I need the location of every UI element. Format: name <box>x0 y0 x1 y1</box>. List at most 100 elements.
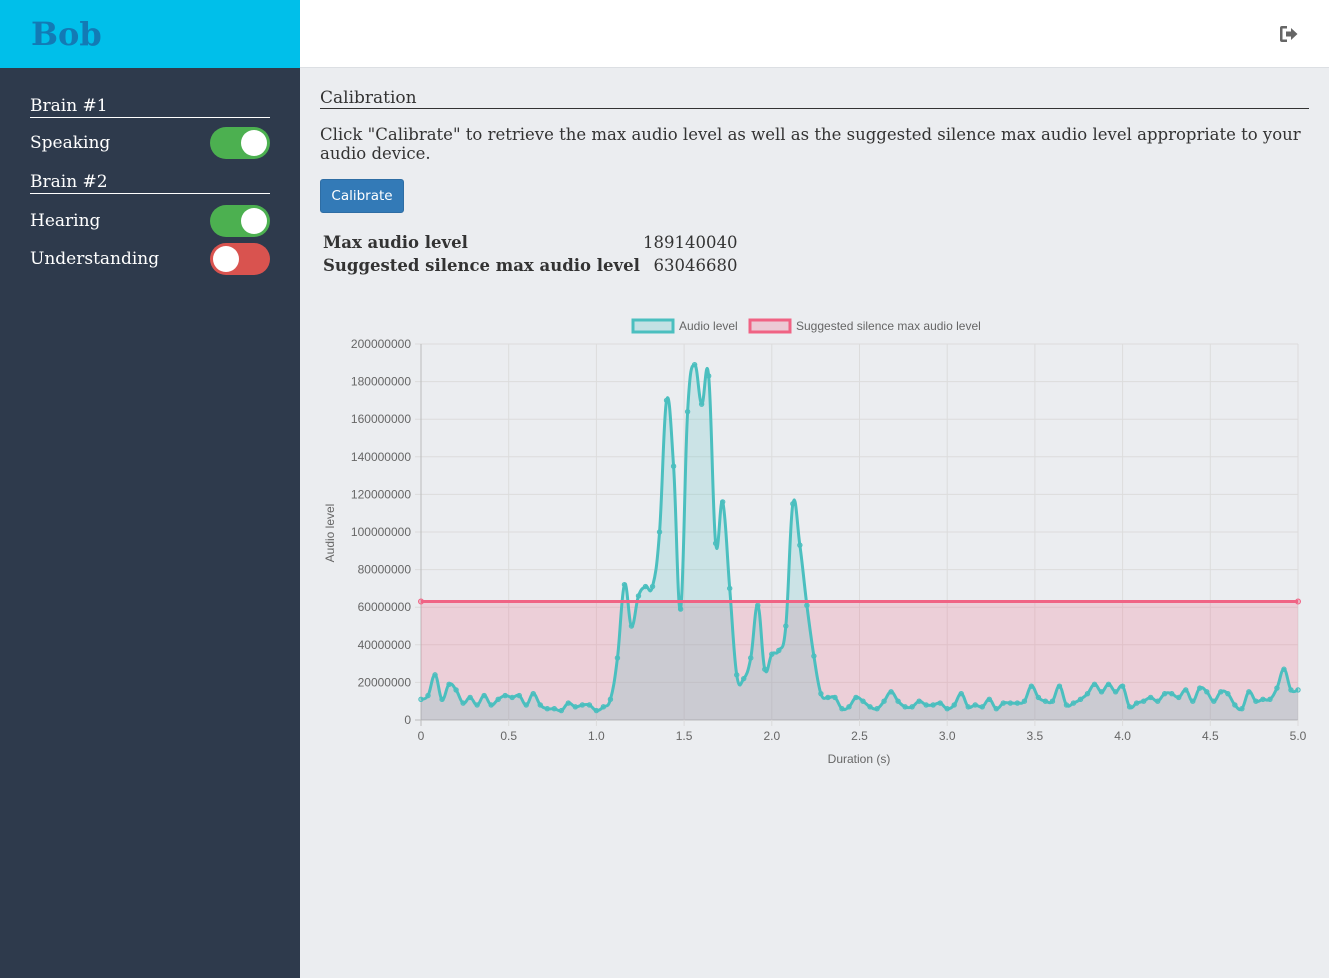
audio-point[interactable] <box>607 696 614 703</box>
audio-point[interactable] <box>1161 690 1168 697</box>
audio-point[interactable] <box>797 542 803 548</box>
audio-point[interactable] <box>1176 694 1182 701</box>
audio-point[interactable] <box>1253 698 1259 704</box>
understanding-toggle[interactable] <box>210 243 270 275</box>
audio-point[interactable] <box>1204 689 1210 695</box>
audio-point[interactable] <box>1288 687 1294 693</box>
audio-point[interactable] <box>1049 698 1056 704</box>
audio-point[interactable] <box>1126 704 1133 710</box>
audio-point[interactable] <box>1169 690 1175 697</box>
audio-point[interactable] <box>783 623 789 629</box>
audio-point[interactable] <box>1098 689 1105 695</box>
audio-point[interactable] <box>719 499 726 505</box>
audio-point[interactable] <box>741 675 747 682</box>
audio-point[interactable] <box>867 704 873 710</box>
audio-point[interactable] <box>537 702 543 708</box>
audio-point[interactable] <box>1183 687 1189 693</box>
audio-point[interactable] <box>572 704 579 710</box>
audio-point[interactable] <box>1091 681 1098 687</box>
legend-swatch-silence[interactable] <box>748 318 792 334</box>
audio-point[interactable] <box>1281 666 1287 672</box>
audio-point[interactable] <box>509 694 515 701</box>
audio-point[interactable] <box>1014 700 1021 706</box>
audio-point[interactable] <box>951 702 957 708</box>
audio-point[interactable] <box>502 692 508 699</box>
audio-point[interactable] <box>1218 689 1224 695</box>
hearing-toggle[interactable] <box>210 205 270 237</box>
audio-point[interactable] <box>1112 689 1119 695</box>
audio-point[interactable] <box>832 694 838 701</box>
audio-point[interactable] <box>1147 694 1154 701</box>
audio-point[interactable] <box>972 702 978 708</box>
audio-point[interactable] <box>1211 698 1217 704</box>
audio-point[interactable] <box>811 653 817 659</box>
audio-point[interactable] <box>418 696 424 703</box>
audio-point[interactable] <box>853 694 859 701</box>
calibrate-button[interactable]: Calibrate <box>320 179 404 213</box>
audio-point[interactable] <box>488 702 494 708</box>
audio-point[interactable] <box>776 647 782 654</box>
audio-point[interactable] <box>635 593 642 599</box>
speaking-toggle[interactable] <box>210 127 270 159</box>
audio-point[interactable] <box>909 704 915 710</box>
sign-out-icon[interactable] <box>1279 25 1299 43</box>
audio-point[interactable] <box>1119 683 1126 689</box>
audio-point[interactable] <box>530 690 536 697</box>
audio-point[interactable] <box>860 698 866 704</box>
legend-swatch-audio[interactable] <box>631 318 675 334</box>
audio-point[interactable] <box>958 690 964 697</box>
audio-point[interactable] <box>439 696 445 703</box>
audio-point[interactable] <box>790 501 796 507</box>
audio-point[interactable] <box>930 702 936 708</box>
audio-point[interactable] <box>993 706 1000 712</box>
audio-point[interactable] <box>1063 702 1070 708</box>
audio-point[interactable] <box>593 707 600 714</box>
audio-point[interactable] <box>474 702 480 708</box>
audio-point[interactable] <box>1042 698 1049 704</box>
audio-point[interactable] <box>1056 683 1063 689</box>
audio-point[interactable] <box>895 698 901 704</box>
audio-point[interactable] <box>1105 681 1112 687</box>
audio-point[interactable] <box>965 704 971 710</box>
audio-point[interactable] <box>523 702 529 708</box>
audio-point[interactable] <box>825 694 831 701</box>
audio-point[interactable] <box>467 694 473 701</box>
silence-point[interactable] <box>418 598 424 605</box>
audio-point[interactable] <box>551 706 558 712</box>
audio-point[interactable] <box>874 706 880 712</box>
audio-point[interactable] <box>1133 700 1140 706</box>
audio-point[interactable] <box>1239 706 1245 712</box>
audio-point[interactable] <box>1007 700 1014 706</box>
audio-point[interactable] <box>691 361 698 368</box>
audio-point[interactable] <box>698 401 705 407</box>
audio-point[interactable] <box>495 696 501 703</box>
audio-point[interactable] <box>762 666 768 672</box>
audio-point[interactable] <box>734 672 740 678</box>
audio-point[interactable] <box>1154 698 1161 704</box>
audio-point[interactable] <box>923 702 929 708</box>
audio-point[interactable] <box>446 681 452 687</box>
audio-point[interactable] <box>705 373 712 379</box>
audio-point[interactable] <box>1267 696 1273 703</box>
audio-point[interactable] <box>818 690 824 697</box>
audio-point[interactable] <box>888 689 894 695</box>
audio-point[interactable] <box>460 700 466 706</box>
audio-point[interactable] <box>614 655 621 661</box>
audio-point[interactable] <box>628 623 635 629</box>
audio-point[interactable] <box>621 581 628 588</box>
brand-logo[interactable]: Bob <box>0 0 300 68</box>
audio-point[interactable] <box>663 397 670 404</box>
audio-point[interactable] <box>1190 698 1196 704</box>
audio-point[interactable] <box>516 692 522 699</box>
audio-point[interactable] <box>1035 694 1042 701</box>
audio-point[interactable] <box>425 692 431 699</box>
audio-point[interactable] <box>1140 698 1147 704</box>
audio-point[interactable] <box>432 672 438 678</box>
audio-point[interactable] <box>979 704 985 710</box>
audio-point[interactable] <box>579 702 586 708</box>
audio-point[interactable] <box>565 700 572 706</box>
audio-point[interactable] <box>1000 700 1007 706</box>
audio-point[interactable] <box>1197 685 1203 691</box>
audio-point[interactable] <box>586 702 593 708</box>
audio-point[interactable] <box>916 698 922 704</box>
